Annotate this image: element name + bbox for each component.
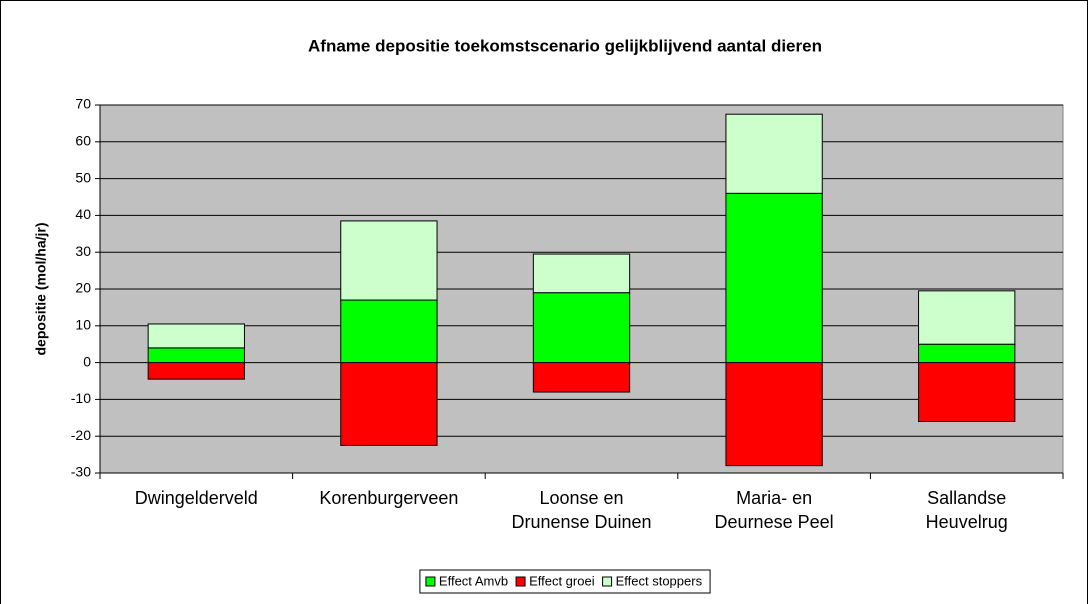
bar-segment	[918, 362, 1016, 422]
bar-segment	[725, 113, 823, 194]
bar-segment	[340, 362, 438, 446]
bar-segment	[918, 290, 1016, 345]
legend-box	[419, 569, 711, 594]
bar-segment	[918, 343, 1016, 364]
y-tick-label: 60	[75, 133, 91, 149]
y-tick-label: 30	[75, 243, 91, 259]
x-tick-label: Loonse en	[539, 488, 623, 508]
bar-segment	[532, 253, 631, 294]
bar-segment	[147, 347, 245, 364]
legend-label: Effect stoppers	[616, 573, 703, 588]
x-tick-label: Korenburgerveen	[319, 488, 458, 508]
x-tick-label: Heuvelrug	[926, 512, 1008, 532]
y-tick-label: -10	[71, 390, 91, 406]
legend-swatch	[602, 576, 613, 587]
legend: Effect Amvb Effect groei Effect stoppers	[419, 569, 711, 594]
legend-swatch	[515, 576, 526, 587]
y-tick-label: -20	[71, 427, 91, 443]
bar-segment	[340, 220, 438, 301]
bar-segment	[725, 362, 823, 467]
bar-segment	[532, 362, 631, 393]
y-tick-label: 20	[75, 280, 91, 296]
bar-segment	[340, 299, 438, 364]
x-tick-label: Drunense Duinen	[511, 512, 651, 532]
y-tick-label: 40	[75, 206, 91, 222]
legend-swatch	[425, 576, 436, 587]
x-tick-label: Maria- en	[736, 488, 812, 508]
y-tick-label: 0	[83, 353, 91, 369]
bar-segment	[532, 292, 631, 364]
x-tick-label: Dwingelderveld	[135, 488, 258, 508]
chart-title: Afname depositie toekomstscenario gelijk…	[308, 36, 822, 55]
y-tick-label: -30	[71, 464, 91, 480]
y-axis-label: depositie (mol/ha/jr)	[33, 222, 49, 355]
legend-label: Effect groei	[529, 573, 595, 588]
x-tick-label: Sallandse	[927, 488, 1006, 508]
y-tick-label: 70	[75, 96, 91, 112]
y-tick-label: 10	[75, 317, 91, 333]
bar-segment	[147, 323, 245, 349]
legend-label: Effect Amvb	[439, 573, 508, 588]
y-tick-label: 50	[75, 169, 91, 185]
bar-segment	[725, 192, 823, 364]
x-tick-label: Deurnese Peel	[715, 512, 834, 532]
bar-segment	[147, 362, 245, 380]
